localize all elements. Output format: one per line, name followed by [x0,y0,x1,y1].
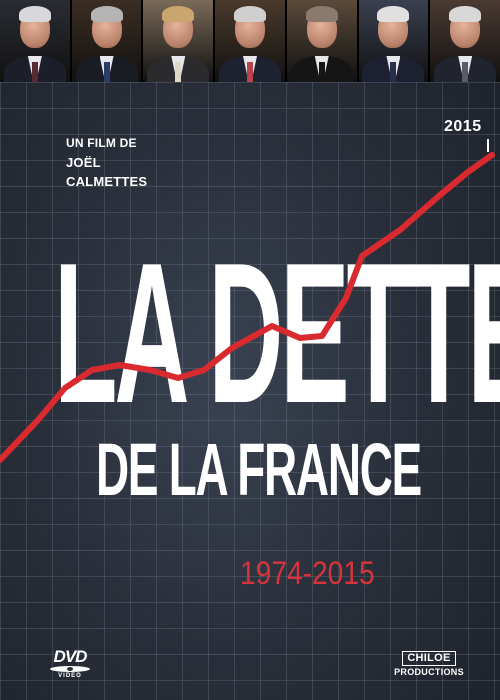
year-marker-tick [487,139,489,152]
portrait-6 [358,0,431,82]
portrait-tie [318,62,325,82]
producer-logo: CHILOE PRODUCTIONS [390,651,468,678]
producer-name: CHILOE [402,651,456,666]
portrait-hair [449,6,482,22]
portrait-tie [247,62,254,82]
credit-line-3: CALMETTES [66,174,148,189]
portrait-7 [430,0,500,82]
portrait-hair [18,6,51,22]
grid-background [0,82,500,700]
dvd-logo-sub: VIDEO [58,673,82,679]
portrait-4 [215,0,287,82]
dvd-logo-text: DVD [53,647,88,666]
portrait-1 [0,0,72,82]
title-subline: DE LA FRANCE [96,428,422,511]
debt-line [0,152,495,463]
credit-line-2: JOËL [66,155,101,170]
portrait-3 [143,0,216,82]
portrait-tie [103,62,110,82]
portrait-hair [162,6,195,22]
portrait-tie [462,62,469,82]
portrait-hair [377,6,410,22]
director-credit: UN FILM DE JOËL CALMETTES [66,134,147,191]
producer-sub: PRODUCTIONS [394,667,464,677]
disc-icon [50,666,90,672]
credit-line-1: UN FILM DE [66,136,137,150]
portrait-strip [0,0,500,82]
portrait-hair [234,6,267,22]
portrait-tie [390,62,397,82]
portrait-5 [286,0,359,82]
portrait-tie [31,62,38,82]
year-marker: 2015 [444,118,482,135]
portrait-hair [305,6,338,22]
dvd-logo: DVD VIDEO [48,648,92,679]
portrait-2 [71,0,144,82]
portrait-hair [90,6,123,22]
period-label: 1974-2015 [240,555,375,591]
portrait-tie [175,62,182,82]
